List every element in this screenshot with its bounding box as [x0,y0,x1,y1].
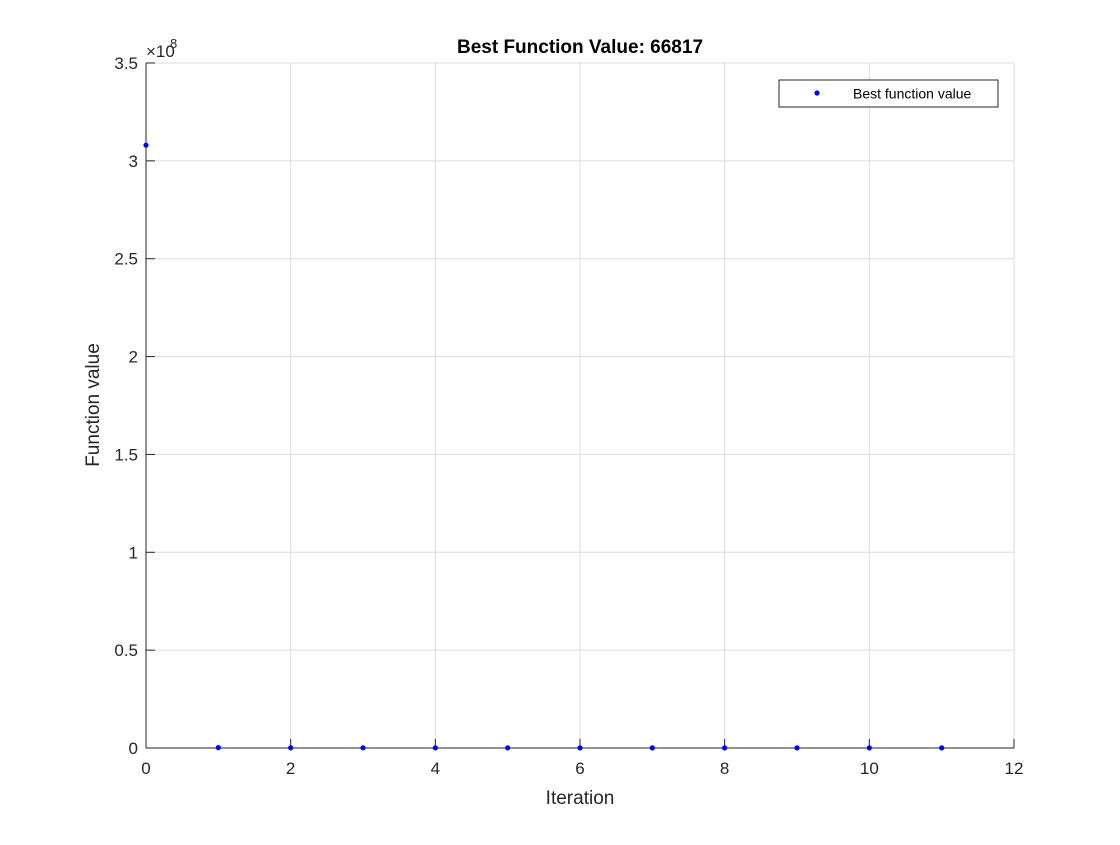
x-tick-label: 2 [286,759,295,778]
y-axis-label: Function value [83,343,104,467]
x-tick-label: 12 [1005,759,1024,778]
y-tick-label: 1.5 [114,445,138,464]
y-tick-label: 2 [129,348,138,367]
x-tick-label: 6 [575,759,584,778]
x-tick-label: 0 [141,759,150,778]
chart-title: Best Function Value: 66817 [457,37,703,58]
data-points [143,142,945,751]
data-point [577,745,583,751]
x-tick-label: 8 [720,759,729,778]
data-point [649,745,655,751]
data-point [288,745,294,751]
legend-marker [814,90,820,96]
y-axis-exponent: ×10 8 [146,36,177,61]
data-point [432,745,438,751]
y-tick-label: 0 [129,739,138,758]
data-point [143,142,149,148]
y-exponent-power: 8 [170,36,177,51]
legend: Best function value [778,79,999,108]
data-point [794,745,800,751]
legend-label: Best function value [853,86,972,102]
data-point [215,745,221,751]
y-tick-label: 0.5 [114,641,138,660]
data-point [866,745,872,751]
y-tick-label: 1 [129,543,138,562]
x-tick-label: 4 [431,759,440,778]
y-exponent-base: ×10 [146,42,175,61]
y-tick-label: 2.5 [114,250,138,269]
data-point [360,745,366,751]
y-tick-label: 3 [129,152,138,171]
x-tick-label: 10 [860,759,879,778]
x-axis-label: Iteration [546,788,615,809]
data-point [939,745,945,751]
y-tick-label: 3.5 [114,54,138,73]
data-point [722,745,728,751]
tick-labels: 0 2 4 6 8 10 12 0 0.5 1 1.5 2 2.5 3 3.5 [114,54,1023,778]
data-point [505,745,511,751]
